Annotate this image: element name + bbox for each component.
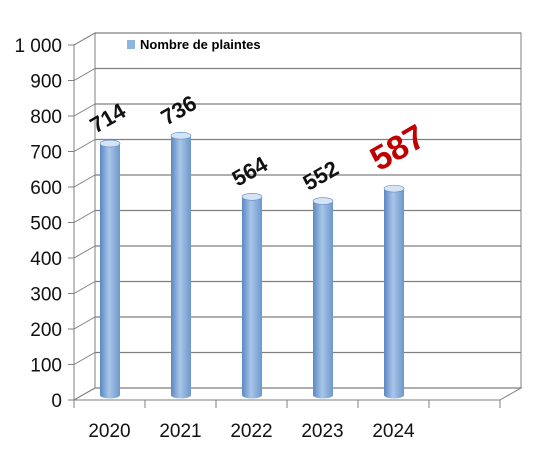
x-tick-label: 2020 [88,421,130,442]
y-tick-label: 300 [30,285,62,306]
bar [99,139,121,399]
gridline-side [73,103,96,117]
bar-top [170,131,192,140]
bar-body [384,188,404,399]
data-label: 736 [157,90,201,130]
bars [99,131,405,399]
bar-body [313,201,333,399]
y-tick-label: 400 [30,249,62,270]
bar-body [171,135,191,399]
data-label: 552 [299,156,343,196]
y-axis: 0 100 200 300 400 500 600 700 800 900 1 000 [14,36,75,412]
gridline-side [73,210,96,223]
bar-top [383,184,405,193]
gridline-side [73,281,96,294]
legend-label: Nombre de plaintes [140,37,261,52]
bar [170,131,192,399]
bar-body [242,196,262,399]
y-tick-label: 200 [30,320,62,341]
gridline-side [73,245,96,259]
bar-top [312,197,334,205]
gridline-side [73,139,96,152]
floor [72,387,523,401]
data-label: 587 [364,117,432,178]
bar-top [99,139,121,148]
gridline-side [73,387,96,401]
gridline-side [73,352,96,365]
y-tick-label: 700 [30,143,62,164]
bar [383,184,405,399]
gridline-side [73,32,96,46]
y-tick-label: 600 [30,178,62,199]
x-tick-label: 2023 [301,421,343,442]
gridline-side [73,174,96,188]
gridline-side [73,68,96,81]
gridlines [73,32,521,401]
gridline-side [73,316,96,330]
x-axis: 2020 2021 2022 2023 2024 [73,399,501,442]
y-tick-label: 100 [30,356,62,377]
y-tick-label: 900 [30,72,62,93]
legend: Nombre de plaintes [127,37,261,52]
bar-top [241,192,263,201]
chart-frame [72,32,523,401]
y-tick-label: 0 [51,391,62,412]
legend-swatch [127,40,135,49]
data-label: 564 [228,151,273,191]
x-tick-label: 2024 [372,421,415,442]
bar-body [100,143,120,399]
y-tick-label: 500 [30,214,62,235]
bar [241,192,263,399]
x-tick-label: 2022 [230,421,272,442]
y-tick-label: 800 [30,107,62,128]
bar [312,197,334,399]
x-tick-label: 2021 [159,421,201,442]
y-tick-label: 1 000 [14,36,62,57]
